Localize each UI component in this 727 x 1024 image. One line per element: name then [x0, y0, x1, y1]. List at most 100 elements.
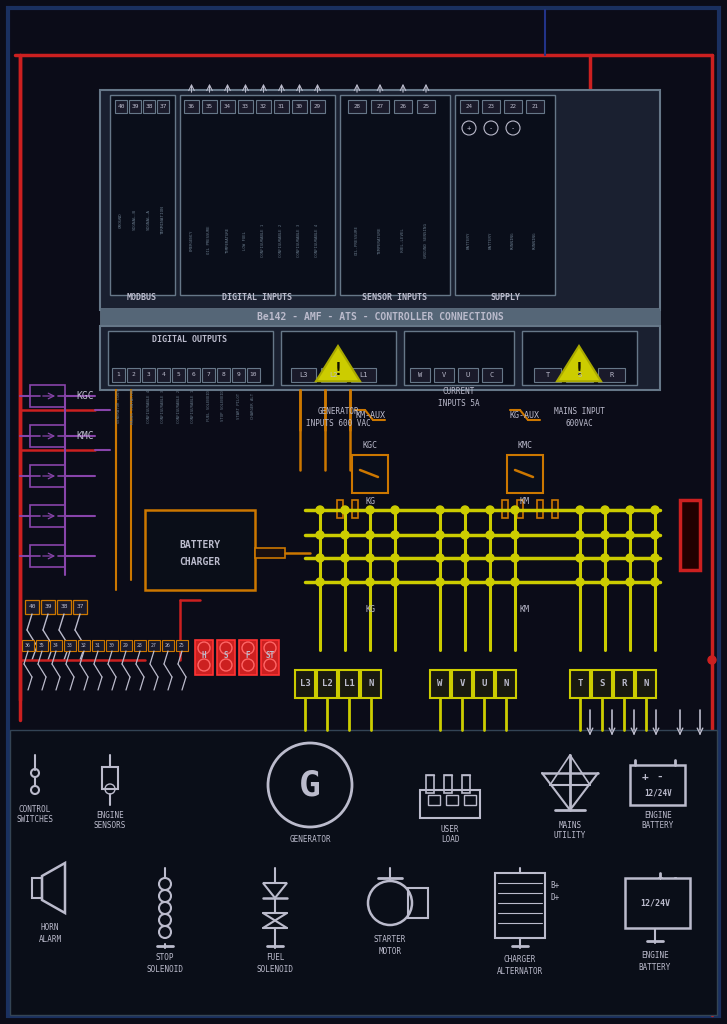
Bar [92, 640, 104, 651]
Text: T: T [577, 680, 582, 688]
Text: L3: L3 [300, 372, 308, 378]
Bar [592, 670, 612, 698]
Bar [371, 100, 389, 113]
Bar [482, 100, 500, 113]
Circle shape [511, 506, 519, 514]
Text: B+: B+ [550, 882, 560, 891]
Text: 31: 31 [95, 643, 101, 648]
Circle shape [316, 531, 324, 539]
Circle shape [626, 531, 634, 539]
Text: 34: 34 [224, 104, 231, 110]
Circle shape [316, 554, 324, 562]
Circle shape [576, 554, 584, 562]
Bar [566, 368, 593, 382]
Bar [129, 100, 141, 113]
Text: V: V [459, 680, 465, 688]
Text: LOAD: LOAD [441, 836, 459, 845]
Text: 30: 30 [296, 104, 303, 110]
Text: OIL PRESSURE: OIL PRESSURE [207, 225, 212, 254]
Text: 25: 25 [422, 104, 430, 110]
Bar [202, 368, 215, 382]
Bar [394, 100, 412, 113]
Bar [361, 670, 381, 698]
Text: 38: 38 [60, 604, 68, 609]
Bar [30, 425, 65, 447]
Text: 37: 37 [159, 104, 166, 110]
Text: L2: L2 [329, 372, 338, 378]
Text: RUNNING: RUNNING [533, 231, 537, 249]
Bar [570, 670, 590, 698]
Bar [184, 100, 199, 113]
Text: 600VAC: 600VAC [565, 419, 593, 427]
Text: CONFIGURABLE 4: CONFIGURABLE 4 [147, 389, 150, 423]
Text: ST: ST [265, 651, 275, 660]
Text: 28: 28 [137, 643, 143, 648]
Bar [417, 100, 435, 113]
Circle shape [436, 531, 444, 539]
Bar [680, 500, 700, 570]
Text: MOTOR: MOTOR [379, 947, 401, 956]
Text: CONFIGURABLE 1: CONFIGURABLE 1 [191, 389, 196, 423]
Text: 12/24V: 12/24V [644, 788, 672, 798]
Bar [339, 670, 359, 698]
Text: 34: 34 [53, 643, 59, 648]
Text: ENGINE: ENGINE [96, 811, 124, 819]
Text: 32: 32 [260, 104, 267, 110]
Bar [143, 100, 155, 113]
Bar [274, 100, 289, 113]
Text: ENGINE: ENGINE [644, 811, 672, 819]
Text: !: ! [574, 361, 585, 379]
Circle shape [391, 578, 399, 586]
Bar [291, 368, 316, 382]
Circle shape [366, 506, 374, 514]
Text: SUPPLY: SUPPLY [490, 294, 520, 302]
Bar [446, 795, 458, 805]
Text: SOLENOID: SOLENOID [147, 966, 183, 975]
Bar [172, 368, 185, 382]
Bar [30, 465, 65, 487]
Text: KMC: KMC [518, 440, 532, 450]
Text: !: ! [332, 361, 343, 379]
Bar [64, 640, 76, 651]
Text: INPUTS 5A: INPUTS 5A [438, 398, 480, 408]
Circle shape [366, 554, 374, 562]
Bar [30, 545, 65, 567]
Text: KG: KG [365, 605, 375, 614]
Text: CONFIGURABLE 2: CONFIGURABLE 2 [177, 389, 180, 423]
Text: W: W [438, 680, 443, 688]
Bar [434, 368, 454, 382]
Circle shape [316, 578, 324, 586]
Circle shape [651, 578, 659, 586]
Text: 3: 3 [147, 373, 150, 378]
Bar [630, 765, 685, 805]
Bar [10, 730, 717, 1015]
Text: 22: 22 [510, 104, 516, 110]
Circle shape [461, 531, 469, 539]
Bar [458, 368, 478, 382]
Circle shape [576, 531, 584, 539]
Text: 8: 8 [222, 373, 225, 378]
Bar [127, 368, 140, 382]
Bar [504, 100, 522, 113]
Circle shape [366, 578, 374, 586]
Text: H: H [201, 651, 206, 660]
Text: N: N [503, 680, 509, 688]
Text: L3: L3 [300, 680, 310, 688]
Text: KMC: KMC [76, 431, 94, 441]
Circle shape [708, 656, 716, 664]
Text: 23: 23 [488, 104, 494, 110]
Polygon shape [316, 346, 360, 381]
Text: GROUND SENSING: GROUND SENSING [424, 222, 428, 257]
Bar [317, 670, 337, 698]
Circle shape [341, 578, 349, 586]
Text: 10: 10 [250, 373, 257, 378]
Text: 9: 9 [236, 373, 241, 378]
Bar [100, 308, 660, 326]
Bar [460, 100, 478, 113]
Bar [428, 795, 440, 805]
Circle shape [626, 554, 634, 562]
Bar [430, 670, 450, 698]
Bar [134, 640, 146, 651]
Bar [30, 505, 65, 527]
Text: RUNNING: RUNNING [511, 231, 515, 249]
